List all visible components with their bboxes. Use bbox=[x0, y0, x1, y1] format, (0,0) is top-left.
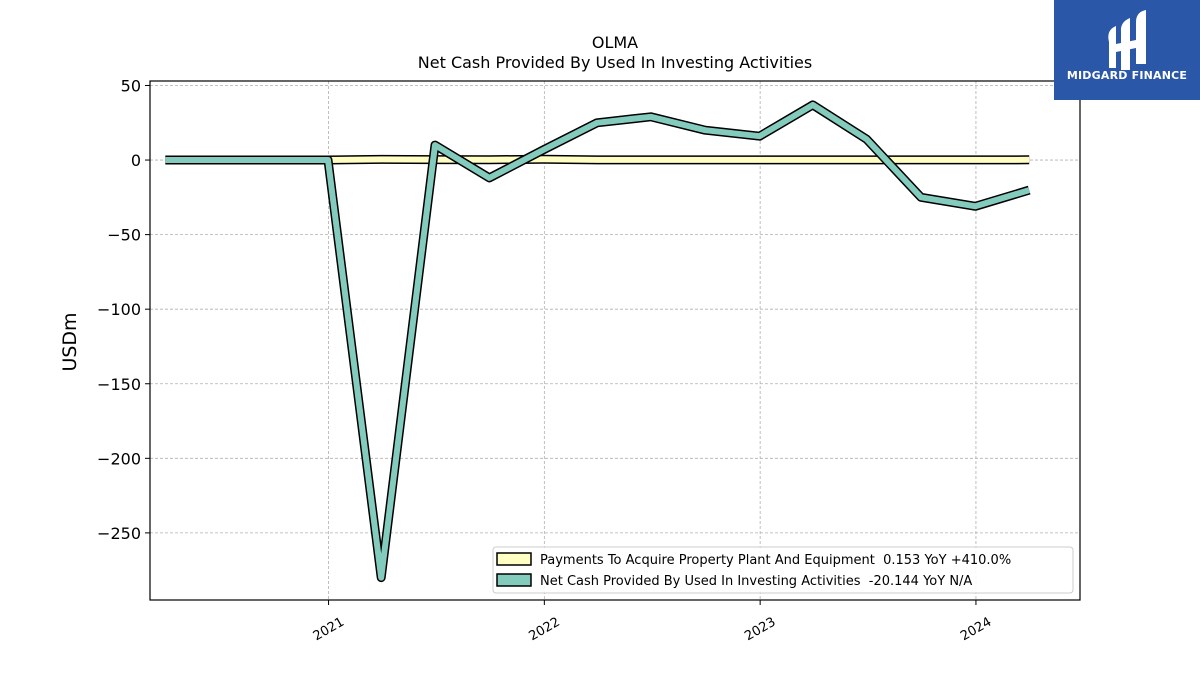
series-investing bbox=[165, 100, 1031, 583]
y-tick-label: −250 bbox=[97, 524, 141, 543]
x-tick-label: 2024 bbox=[958, 615, 994, 645]
midgard-logo-icon bbox=[1108, 10, 1146, 70]
series-layer bbox=[165, 100, 1031, 583]
x-tick-label: 2022 bbox=[527, 615, 563, 645]
brand-logo: MIDGARD FINANCE bbox=[1054, 0, 1200, 100]
plot-frame bbox=[149, 80, 1081, 601]
x-tick-label: 2023 bbox=[742, 615, 778, 645]
legend: Payments To Acquire Property Plant And E… bbox=[492, 546, 1074, 594]
y-tick-label: 0 bbox=[131, 151, 141, 170]
y-tick-label: −50 bbox=[107, 226, 141, 245]
brand-name: MIDGARD FINANCE bbox=[1066, 69, 1188, 82]
y-tick-label: −100 bbox=[97, 300, 141, 319]
legend-swatch-capex bbox=[496, 552, 532, 566]
chart-title: OLMA bbox=[592, 33, 638, 52]
legend-swatch-investing bbox=[496, 573, 532, 587]
x-axis: 2021 2022 2023 2024 bbox=[311, 600, 994, 645]
series-line bbox=[165, 101, 1031, 581]
y-axis: 50 0 −50 −100 −150 −200 −250 bbox=[97, 76, 150, 543]
legend-label-investing: Net Cash Provided By Used In Investing A… bbox=[540, 574, 972, 589]
legend-label-capex: Payments To Acquire Property Plant And E… bbox=[540, 553, 1011, 568]
y-tick-label: 50 bbox=[121, 76, 141, 95]
legend-box bbox=[492, 546, 1074, 594]
y-tick-label: −200 bbox=[97, 449, 141, 468]
x-tick-label: 2021 bbox=[311, 615, 347, 645]
y-tick-label: −150 bbox=[97, 375, 141, 394]
chart-subtitle: Net Cash Provided By Used In Investing A… bbox=[418, 53, 812, 72]
y-axis-label: USDm bbox=[59, 312, 81, 371]
